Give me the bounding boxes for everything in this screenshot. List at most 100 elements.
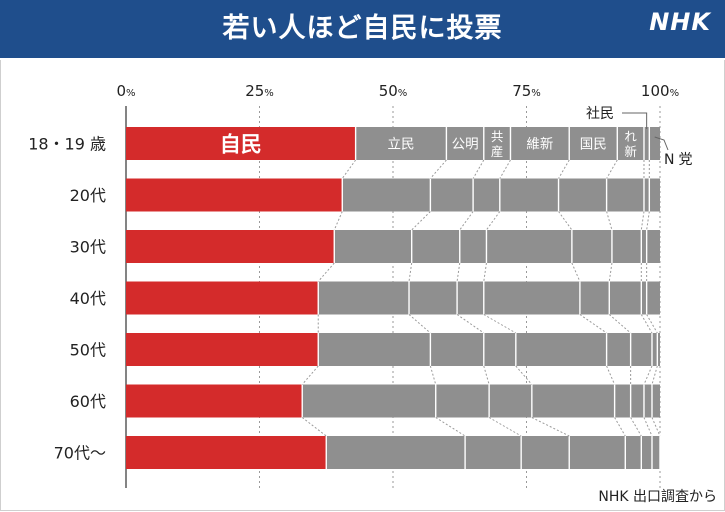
bar-segment: [571, 230, 612, 263]
bar-segment: [569, 127, 618, 160]
bar-segment: [126, 127, 356, 160]
connector-line: [606, 159, 618, 179]
category-label: 40代: [70, 289, 106, 308]
bar-segment: [614, 384, 631, 418]
bar-segment: [651, 333, 658, 366]
bar-segment: [486, 230, 572, 263]
bar-segment: [649, 178, 660, 212]
bar-segment: [473, 178, 500, 212]
segment-label: 立民: [388, 137, 415, 153]
connector-line: [571, 262, 581, 282]
x-tick-label: 75%: [512, 82, 541, 100]
segment-label: 維新: [526, 137, 553, 153]
leader-line: [622, 112, 648, 129]
leader-line: [654, 136, 669, 151]
bar-segment: [558, 178, 607, 212]
segment-label: れ: [624, 129, 637, 144]
connector-line: [483, 365, 490, 385]
connector-line: [333, 211, 343, 231]
bar-segment: [465, 436, 522, 469]
bar-segment: [611, 230, 642, 263]
category-label: 70代〜: [54, 444, 106, 463]
x-tick-label: 0%: [116, 82, 135, 100]
bar-segment: [126, 436, 327, 469]
connector-line: [429, 365, 437, 385]
connector-line: [643, 365, 653, 385]
bar-segment: [606, 178, 644, 212]
bar-segment: [483, 333, 516, 366]
bar-segment: [318, 281, 410, 315]
bar-segment: [430, 178, 474, 212]
category-label: 20代: [70, 186, 106, 205]
segment-label: 共: [491, 129, 504, 144]
bar-segment: [318, 333, 431, 366]
connector-line: [646, 211, 650, 231]
connector-line: [630, 417, 642, 437]
bar-segment: [515, 333, 607, 366]
connector-line: [640, 314, 653, 334]
connector-line: [643, 417, 653, 437]
bar-segment: [643, 178, 650, 212]
bar-segment: [643, 384, 652, 418]
source-note: NHK 出口調査から: [598, 489, 717, 505]
bar-segment: [651, 384, 660, 418]
connector-line: [483, 262, 487, 282]
bar-segment: [355, 127, 447, 160]
bar-segment: [126, 333, 319, 366]
bar-segment: [630, 333, 652, 366]
bar-segment: [126, 281, 319, 315]
connector-line: [608, 314, 631, 334]
bar-segment: [483, 127, 511, 160]
segment-label: 産: [491, 144, 504, 159]
x-tick-label: 100%: [641, 82, 679, 100]
connector-line: [614, 417, 626, 437]
segment-label: 新: [624, 144, 637, 159]
bar-segment: [342, 178, 431, 212]
bar-segment: [457, 281, 484, 315]
segment-label: 国民: [580, 137, 607, 153]
segment-label: 自民: [220, 133, 262, 157]
connector-line: [651, 365, 658, 385]
bar-segment: [459, 230, 487, 263]
segment-label: 公明: [452, 137, 479, 153]
bar-segment: [409, 281, 458, 315]
connector-line: [435, 417, 466, 437]
connector-line: [486, 211, 501, 231]
bar-segment: [643, 127, 650, 160]
connector-line: [488, 417, 522, 437]
connector-line: [531, 417, 570, 437]
x-tick-label: 25%: [245, 82, 274, 100]
bar-segment: [435, 384, 490, 418]
connector-line: [640, 211, 645, 231]
bar-segment: [489, 384, 532, 418]
bar-segment: [126, 384, 303, 418]
connector-line: [341, 159, 357, 179]
connector-line: [408, 262, 413, 282]
bar-segment: [649, 127, 660, 160]
connector-line: [408, 314, 431, 334]
x-tick-label: 50%: [379, 82, 408, 100]
bar-segment: [646, 281, 660, 315]
nhk-logo: NHK: [649, 8, 711, 36]
category-label: 60代: [70, 392, 106, 411]
connector-line: [558, 211, 573, 231]
bar-segment: [641, 436, 652, 469]
connector-line: [459, 211, 474, 231]
chart-title: 若い人ほど自民に投票: [222, 13, 503, 44]
connector-line: [456, 262, 461, 282]
connector-line: [411, 211, 431, 231]
connector-line: [483, 314, 517, 334]
connector-line: [499, 159, 511, 179]
connector-line: [579, 314, 607, 334]
connector-line: [515, 365, 533, 385]
outside-label: 社民: [586, 106, 614, 122]
bar-segment: [617, 127, 644, 160]
bar-segment: [569, 436, 626, 469]
connector-line: [301, 417, 327, 437]
connector-line: [606, 211, 613, 231]
bar-segment: [521, 436, 570, 469]
bar-segment: [510, 127, 570, 160]
bar-segment: [411, 230, 460, 263]
